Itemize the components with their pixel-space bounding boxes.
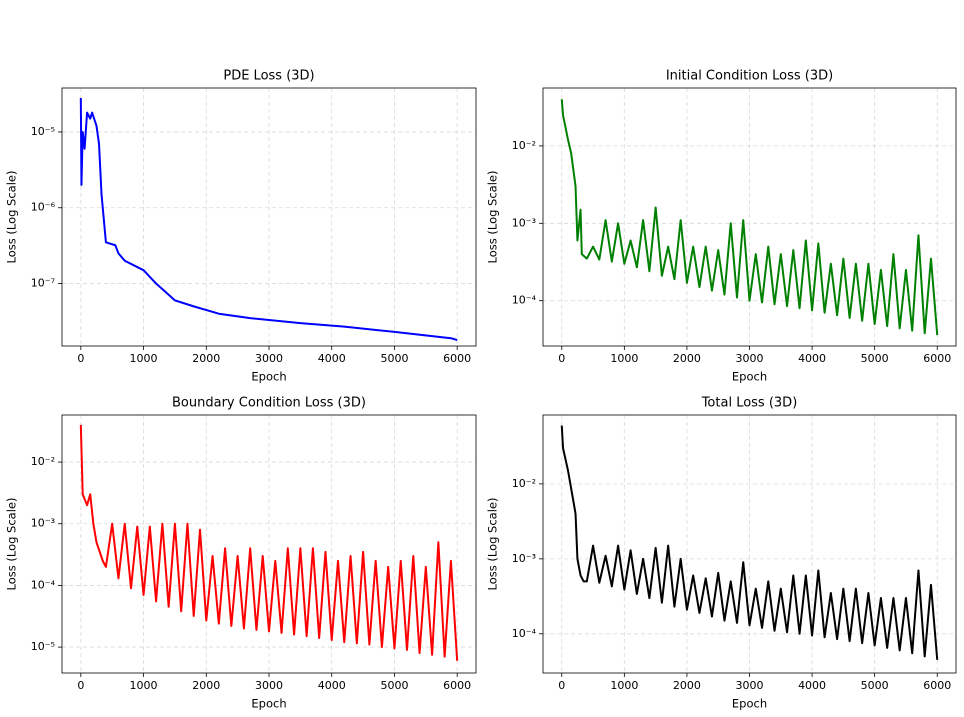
- x-tick-label: 0: [77, 679, 84, 692]
- loss-line: [79, 98, 458, 341]
- x-tick-label: 2000: [192, 352, 220, 365]
- subplot: 0 1000 2000 3000 4000 5000 6000 10⁻⁴ 10⁻³ 10⁻² Tot…: [486, 396, 957, 711]
- subplot-title: Total Loss (3D): [701, 396, 798, 411]
- x-tick-label: 5000: [380, 352, 408, 365]
- x-tick-label: 0: [558, 352, 565, 365]
- loss-line: [560, 425, 939, 660]
- x-tick-label: 5000: [380, 679, 408, 692]
- x-axis-label: Epoch: [251, 697, 286, 711]
- x-tick-label: 0: [558, 679, 565, 692]
- y-tick-label: 10⁻⁴: [512, 627, 537, 640]
- axes-frame: [61, 414, 477, 674]
- x-axis-label: Epoch: [251, 370, 286, 384]
- x-tick-label: 2000: [673, 679, 701, 692]
- subplot: 0 1000 2000 3000 4000 5000 6000 10⁻⁷ 10⁻⁶ 10⁻⁵ PDE…: [5, 69, 477, 384]
- x-axis-label: Epoch: [732, 370, 767, 384]
- loss-line: [79, 424, 459, 661]
- y-tick-label: 10⁻⁶: [31, 201, 56, 214]
- y-axis-label: Loss (Log Scale): [486, 498, 500, 591]
- x-tick-label: 6000: [923, 352, 951, 365]
- x-tick-label: 1000: [610, 679, 638, 692]
- x-tick-label: 5000: [861, 352, 889, 365]
- x-tick-label: 4000: [318, 352, 346, 365]
- subplot: 0 1000 2000 3000 4000 5000 6000 10⁻⁵ 10⁻⁴ 10⁻³ 10⁻…: [5, 396, 477, 711]
- x-tick-label: 0: [77, 352, 84, 365]
- y-tick-label: 10⁻⁴: [512, 294, 537, 307]
- axes-frame: [542, 87, 957, 347]
- subplot-title: Boundary Condition Loss (3D): [172, 396, 366, 411]
- y-tick-label: 10⁻⁵: [31, 125, 55, 138]
- y-tick-label: 10⁻³: [512, 552, 536, 565]
- x-tick-label: 2000: [673, 352, 701, 365]
- y-axis-label: Loss (Log Scale): [5, 171, 19, 264]
- y-tick-label: 10⁻³: [31, 517, 55, 530]
- x-tick-label: 3000: [736, 352, 764, 365]
- x-tick-label: 4000: [318, 679, 346, 692]
- axes-frame: [61, 87, 477, 347]
- subplot: 0 1000 2000 3000 4000 5000 6000 10⁻⁴ 10⁻³ 10⁻² Ini…: [486, 69, 957, 384]
- y-tick-label: 10⁻⁵: [31, 640, 55, 653]
- x-tick-label: 3000: [255, 352, 283, 365]
- x-tick-label: 6000: [443, 679, 471, 692]
- y-tick-label: 10⁻⁷: [31, 277, 55, 290]
- x-tick-label: 1000: [130, 352, 158, 365]
- x-tick-label: 4000: [798, 352, 826, 365]
- x-tick-label: 4000: [798, 679, 826, 692]
- y-tick-label: 10⁻³: [512, 216, 536, 229]
- y-tick-label: 10⁻²: [512, 139, 536, 152]
- x-tick-label: 5000: [861, 679, 889, 692]
- x-tick-label: 1000: [610, 352, 638, 365]
- y-tick-label: 10⁻²: [512, 477, 536, 490]
- subplot-title: PDE Loss (3D): [223, 69, 314, 84]
- x-tick-label: 1000: [130, 679, 158, 692]
- x-tick-label: 6000: [923, 679, 951, 692]
- x-tick-label: 3000: [255, 679, 283, 692]
- y-axis-label: Loss (Log Scale): [5, 498, 19, 591]
- y-axis-label: Loss (Log Scale): [486, 171, 500, 264]
- x-tick-label: 6000: [443, 352, 471, 365]
- subplot-title: Initial Condition Loss (3D): [666, 69, 833, 84]
- axes-frame: [542, 414, 957, 674]
- y-tick-label: 10⁻⁴: [31, 578, 56, 591]
- x-tick-label: 2000: [192, 679, 220, 692]
- x-axis-label: Epoch: [732, 697, 767, 711]
- y-tick-label: 10⁻²: [31, 455, 55, 468]
- loss-line: [560, 99, 939, 336]
- x-tick-label: 3000: [736, 679, 764, 692]
